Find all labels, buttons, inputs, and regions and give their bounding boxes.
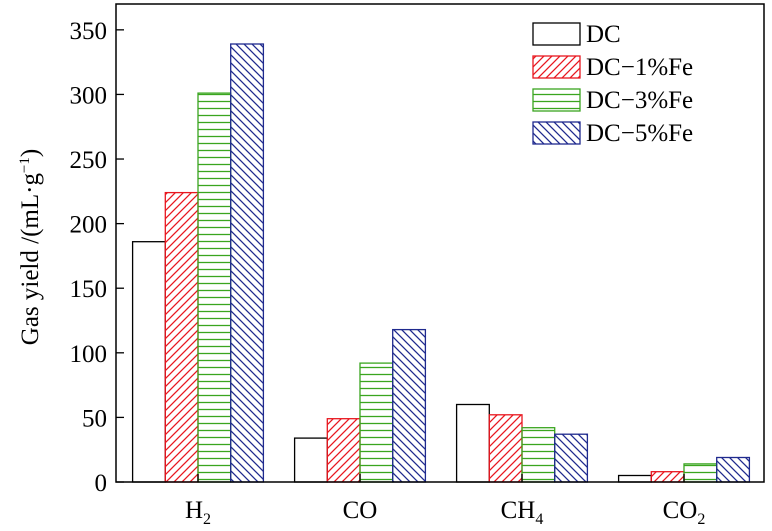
y-tick-label-3: 150 bbox=[70, 276, 108, 303]
bars-layer bbox=[131, 43, 751, 483]
legend-label-3: DC−5%Fe bbox=[586, 120, 693, 147]
bar-3-3 bbox=[716, 456, 751, 483]
bar-1-1 bbox=[326, 418, 361, 483]
bar-0-2 bbox=[455, 403, 490, 483]
bar-2-1 bbox=[359, 362, 394, 483]
y-tick-label-1: 50 bbox=[82, 405, 107, 432]
legend-swatch-2 bbox=[532, 88, 581, 112]
y-tick-label-0: 0 bbox=[95, 470, 108, 497]
y-axis-title: Gas yield /(mL·g−1) bbox=[17, 149, 44, 345]
legend-label-2: DC−3%Fe bbox=[586, 87, 693, 114]
bar-0-1 bbox=[293, 437, 328, 483]
legend-label-1: DC−1%Fe bbox=[586, 54, 693, 81]
bar-3-1 bbox=[392, 328, 427, 483]
legend-swatch-1 bbox=[532, 55, 581, 79]
legend: DC DC−1%Fe DC−3%Fe DC−5%Fe bbox=[532, 21, 693, 147]
legend-label-0: DC bbox=[586, 21, 621, 48]
y-tick-label-6: 300 bbox=[70, 82, 108, 109]
x-axis: H2 CO CH4 CO2 bbox=[185, 474, 705, 528]
y-tick-label-4: 200 bbox=[70, 212, 108, 239]
legend-swatch-3 bbox=[532, 121, 581, 145]
legend-swatch-0 bbox=[532, 22, 581, 46]
bar-0-3 bbox=[617, 474, 652, 483]
bar-2-3 bbox=[683, 463, 718, 483]
x-tick-label-1: CO bbox=[343, 497, 378, 524]
y-tick-label-5: 250 bbox=[70, 147, 108, 174]
x-tick-label-3: CO2 bbox=[663, 497, 706, 528]
bar-0-0 bbox=[131, 241, 166, 483]
y-tick-label-2: 100 bbox=[70, 341, 108, 368]
bar-1-3 bbox=[650, 471, 685, 483]
bar-3-0 bbox=[230, 43, 265, 483]
x-tick-label-2: CH4 bbox=[501, 497, 544, 528]
x-tick-label-0: H2 bbox=[185, 497, 211, 528]
bar-3-2 bbox=[554, 433, 589, 483]
bar-1-2 bbox=[488, 414, 523, 483]
y-axis: 0 50 100 150 200 250 300 350 bbox=[70, 18, 124, 497]
bar-1-0 bbox=[164, 191, 199, 483]
y-tick-label-7: 350 bbox=[70, 18, 108, 45]
bar-2-2 bbox=[521, 427, 556, 483]
bar-2-0 bbox=[197, 92, 232, 483]
plot-frame bbox=[115, 3, 765, 483]
